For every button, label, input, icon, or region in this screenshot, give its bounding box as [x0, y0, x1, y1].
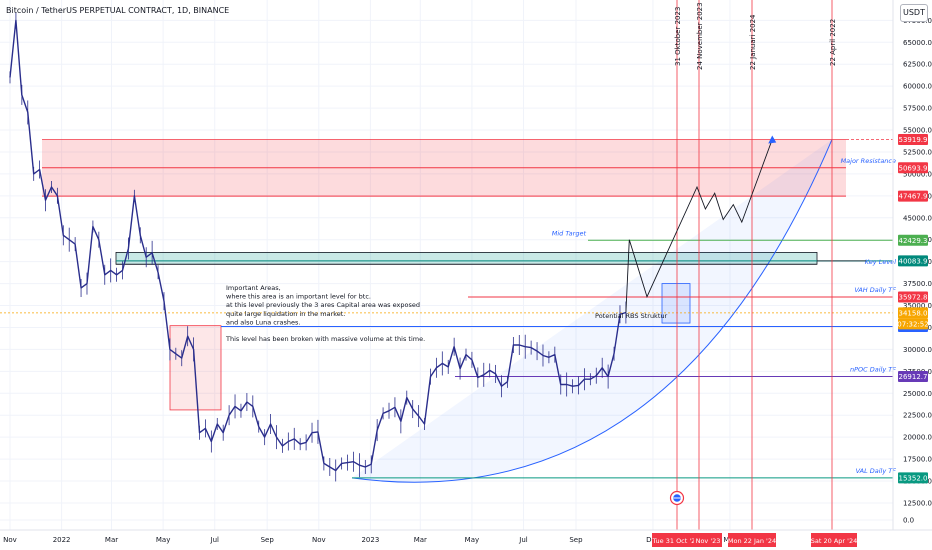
date-tag-text: Sat 20 Apr '24 — [811, 537, 857, 545]
y-tick-label: 12500.0 — [903, 499, 932, 507]
chart-title: Bitcoin / TetherUS PERPETUAL CONTRACT, 1… — [6, 6, 229, 15]
price-tag-text: 34158.0 — [899, 309, 928, 317]
y-tick-label: 55000.0 — [903, 127, 932, 135]
level-label: Mid Target — [552, 229, 587, 237]
date-tag-bg — [811, 533, 857, 547]
price-tag-bg — [898, 234, 928, 246]
x-tick-label: 2022 — [53, 536, 71, 544]
price-tag-bg — [898, 307, 928, 319]
price-tag-text: 07:32:52 — [897, 320, 928, 328]
curve-layer — [351, 139, 833, 483]
price-tag-text: 42429.3 — [899, 237, 928, 245]
x-tick-label: 2023 — [361, 536, 379, 544]
annotation-important-line: Important Areas, — [226, 284, 281, 292]
rounding-curve — [351, 139, 833, 483]
date-tag-text: Mon 22 Jan '24 — [728, 537, 776, 545]
vertical-marker-label: 22 Januari 2024 — [749, 14, 757, 70]
date-tag-bg — [728, 533, 776, 547]
price-tag-bg — [898, 472, 928, 484]
vertical-marker-label: 24 November 2023 — [696, 2, 704, 70]
price-tag-bg — [898, 190, 928, 202]
price-tags: 50693.9 53919.9 47467.9 42429.3 40083.9 35972… — [652, 133, 929, 547]
date-tag-bg — [694, 533, 722, 547]
price-tag-bg — [898, 133, 928, 145]
price-tag-text: 26912.7 — [899, 373, 928, 381]
price-tag-text: 35972.8 — [899, 293, 928, 301]
annotation-broken: This level has been broken with massive … — [225, 335, 425, 343]
y-tick-label: 17500.0 — [903, 456, 932, 464]
annotation-important-line: where this area is an important level fo… — [226, 293, 371, 301]
level-label: VAH Daily TF — [854, 286, 896, 294]
vertical-markers: 31 Oktober 2023 24 November 2023 22 Januar… — [674, 0, 837, 530]
y-tick-label: 22500.0 — [903, 412, 932, 420]
y-tick-label: 20000.0 — [903, 434, 932, 442]
rbs-box — [661, 283, 691, 324]
date-tag-bg — [652, 533, 700, 547]
annotation-important-line: quite large liquidation in the market. — [226, 310, 345, 318]
y-tick-label: 0.0 — [903, 517, 914, 525]
arrow-head — [768, 135, 777, 144]
level-label: nPOC Daily TF — [850, 365, 896, 373]
y-tick-label: 37500.0 — [903, 280, 932, 288]
y-tick-label: 25000.0 — [903, 390, 932, 398]
projection — [625, 135, 777, 313]
currency-button[interactable]: USDT — [900, 4, 928, 22]
x-tick-label: Jul — [210, 536, 220, 544]
annotation-rbs: Potential RBS Struktur — [595, 312, 667, 320]
price-tag-bg — [898, 255, 928, 267]
curve-fill — [352, 139, 832, 483]
x-tick-label: Nov — [312, 536, 326, 544]
y-tick-label: 52500.0 — [903, 148, 932, 156]
y-tick-label: 60000.0 — [903, 83, 932, 91]
flag-icon — [669, 490, 685, 506]
levels: Major Resistance Mid Target Key Level VAH D… — [0, 157, 897, 479]
x-tick-label: May — [465, 536, 479, 544]
y-tick-label: 45000.0 — [903, 214, 932, 222]
level-label: Major Resistance — [841, 157, 896, 165]
price-tag-bg — [898, 162, 928, 174]
price-tag-text: 47467.9 — [899, 193, 928, 201]
y-tick-label: 35000.0 — [903, 302, 932, 310]
price-series — [9, 12, 627, 482]
time-axis[interactable]: Nov2022MarMayJulSepNov2023MarMayJulSepDe… — [3, 536, 737, 544]
y-tick-label: 50000.0 — [903, 170, 932, 178]
price-tag-text: 40083.9 — [899, 257, 928, 265]
x-tick-label: Mar — [414, 536, 427, 544]
date-tag-text: Tue 31 Oct '23 — [652, 537, 700, 545]
projection-path — [625, 139, 773, 313]
price-tag-text: 53919.9 — [899, 136, 928, 144]
price-tag-bg — [898, 291, 928, 303]
price-tag-bg — [898, 318, 928, 330]
y-tick-label: 57500.0 — [903, 105, 932, 113]
x-tick-label: May — [156, 536, 170, 544]
x-tick-label: Mar — [105, 536, 118, 544]
annotations: Important Areas,where this area is an im… — [225, 284, 667, 343]
date-tag-text: Nov '23 — [696, 537, 721, 545]
price-tag-bg — [898, 370, 928, 382]
annotation-important-line: at this level previously the 3 ares Capi… — [226, 301, 420, 309]
level-label: VAL Daily TF — [856, 467, 897, 475]
vertical-marker-label: 31 Oktober 2023 — [674, 7, 682, 66]
y-tick-label: 30000.0 — [903, 346, 932, 354]
price-tag-text: 50693.9 — [899, 164, 928, 172]
x-tick-label: Sep — [569, 536, 583, 544]
level-label: Key Level — [865, 258, 896, 266]
y-tick-label: 62500.0 — [903, 61, 932, 69]
vertical-marker-label: 22 April 2022 — [829, 19, 837, 66]
grid — [0, 0, 893, 530]
x-tick-label: Nov — [3, 536, 17, 544]
x-tick-label: Jul — [518, 536, 528, 544]
price-tag-text: 15352.0 — [899, 474, 928, 482]
y-tick-label: 65000.0 — [903, 39, 932, 47]
x-tick-label: Sep — [261, 536, 275, 544]
annotation-important-line: and also Luna crashes. — [226, 318, 301, 326]
